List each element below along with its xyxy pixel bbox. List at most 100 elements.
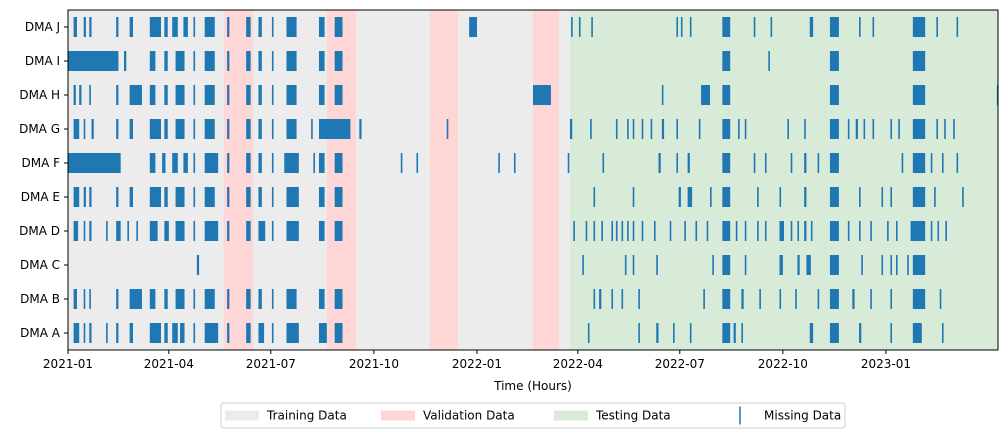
missing-bar-dma-g-28: [698, 119, 701, 139]
missing-bar-dma-h-1: [79, 85, 82, 105]
missing-bar-dma-e-18: [632, 187, 635, 207]
missing-bar-dma-b-16: [334, 289, 343, 309]
missing-bar-dma-b-2: [89, 289, 91, 309]
missing-bar-dma-d-21: [593, 221, 596, 241]
missing-bar-dma-c-15: [896, 255, 898, 275]
missing-bar-dma-d-20: [585, 221, 588, 241]
legend-label-testing: Testing Data: [595, 409, 671, 423]
missing-bar-dma-e-7: [175, 187, 185, 207]
missing-bar-dma-b-3: [116, 289, 119, 309]
missing-bar-dma-d-48: [887, 221, 889, 241]
missing-bar-dma-h-11: [246, 85, 251, 105]
missing-bar-dma-g-0: [73, 119, 80, 139]
missing-bar-dma-c-6: [722, 255, 731, 275]
x-axis-label: Time (Hours): [493, 379, 572, 393]
missing-bar-dma-j-32: [912, 17, 926, 37]
missing-bar-dma-f-9: [258, 153, 262, 173]
missing-bar-dma-d-9: [175, 221, 185, 241]
missing-bar-dma-e-16: [334, 187, 343, 207]
missing-bar-dma-c-1: [582, 255, 584, 275]
missing-bar-dma-d-40: [790, 221, 793, 241]
y-tick-label: DMA A: [20, 326, 61, 340]
missing-bar-dma-b-30: [852, 289, 855, 309]
missing-bar-dma-e-20: [687, 187, 693, 207]
missing-bar-dma-h-17: [533, 85, 551, 105]
missing-bar-dma-f-33: [930, 153, 933, 173]
missing-bar-dma-g-14: [286, 119, 297, 139]
missing-bar-dma-f-23: [687, 153, 690, 173]
missing-bar-dma-g-19: [569, 119, 573, 139]
missing-bar-dma-e-30: [912, 187, 926, 207]
x-axis: 2021-01 2021-04 2021-07 2021-10 2022-01 2022-…: [43, 350, 911, 371]
missing-bar-dma-e-26: [829, 187, 839, 207]
region-validation-4: [533, 10, 559, 350]
missing-bar-dma-e-2: [89, 187, 92, 207]
missing-bar-dma-f-11: [284, 153, 299, 173]
missing-bar-dma-g-16: [318, 119, 351, 139]
missing-bar-dma-j-24: [689, 17, 692, 37]
missing-bar-dma-d-10: [193, 221, 196, 241]
missing-bar-dma-j-0: [73, 17, 77, 37]
missing-bar-dma-g-25: [650, 119, 653, 139]
missing-bar-dma-d-3: [106, 221, 108, 241]
missing-bar-dma-i-12: [318, 51, 325, 71]
missing-bar-dma-a-20: [638, 323, 640, 343]
legend-label-training: Training Data: [266, 409, 347, 423]
missing-bar-dma-c-0: [196, 255, 200, 275]
missing-bar-dma-a-5: [129, 323, 133, 343]
missing-bar-dma-j-23: [680, 17, 683, 37]
missing-bar-dma-d-37: [757, 221, 759, 241]
missing-bar-dma-g-38: [872, 119, 875, 139]
missing-bar-dma-b-7: [175, 289, 185, 309]
missing-bar-dma-e-17: [593, 187, 596, 207]
missing-bar-dma-b-12: [258, 289, 262, 309]
missing-bar-dma-h-18: [661, 85, 664, 105]
y-tick-label: DMA D: [19, 224, 60, 238]
missing-bar-dma-b-17: [593, 289, 596, 309]
missing-bar-dma-i-1: [124, 51, 127, 71]
missing-bar-dma-f-22: [676, 153, 679, 173]
missing-bar-dma-g-6: [164, 119, 168, 139]
missing-bar-dma-g-18: [446, 119, 449, 139]
missing-bar-dma-b-5: [149, 289, 156, 309]
missing-bar-dma-i-0: [68, 51, 119, 71]
missing-bar-dma-f-20: [602, 153, 605, 173]
missing-bar-dma-e-14: [286, 187, 299, 207]
missing-bar-dma-g-10: [227, 119, 230, 139]
missing-bar-dma-h-9: [204, 85, 215, 105]
missing-bar-dma-c-9: [797, 255, 800, 275]
missing-bar-dma-b-4: [129, 289, 142, 309]
missing-bar-dma-a-13: [246, 323, 251, 343]
missing-bar-dma-b-25: [759, 289, 761, 309]
missing-bar-dma-c-11: [829, 255, 839, 275]
missing-bar-dma-e-19: [678, 187, 681, 207]
missing-bar-dma-d-15: [271, 221, 274, 241]
missing-bar-dma-h-5: [149, 85, 156, 105]
missing-bar-dma-d-28: [641, 221, 644, 241]
missing-bar-dma-g-32: [787, 119, 789, 139]
missing-bar-dma-f-25: [753, 153, 756, 173]
missing-bar-dma-e-6: [164, 187, 168, 207]
missing-bar-dma-e-4: [129, 187, 133, 207]
missing-bar-dma-g-35: [847, 119, 850, 139]
missing-bar-dma-e-15: [318, 187, 325, 207]
missing-bar-dma-g-30: [738, 119, 740, 139]
missing-bar-dma-j-29: [829, 17, 839, 37]
missing-bar-dma-j-10: [204, 17, 215, 37]
missing-bar-dma-j-8: [183, 17, 188, 37]
y-tick-label: DMA G: [19, 122, 60, 136]
missing-bar-dma-j-20: [578, 17, 581, 37]
missing-bar-dma-i-7: [227, 51, 230, 71]
missing-bar-dma-g-9: [204, 119, 215, 139]
missing-bar-dma-a-4: [116, 323, 119, 343]
missing-bar-dma-d-32: [695, 221, 698, 241]
missing-bar-dma-h-0: [73, 85, 76, 105]
missing-bar-dma-b-8: [193, 289, 196, 309]
missing-bar-dma-j-2: [89, 17, 92, 37]
missing-bar-dma-d-22: [601, 221, 603, 241]
missing-bar-dma-a-3: [106, 323, 108, 343]
missing-bar-dma-d-5: [127, 221, 129, 241]
missing-bar-dma-b-27: [795, 289, 797, 309]
missing-bar-dma-j-26: [753, 17, 756, 37]
missing-bar-dma-e-0: [73, 187, 80, 207]
